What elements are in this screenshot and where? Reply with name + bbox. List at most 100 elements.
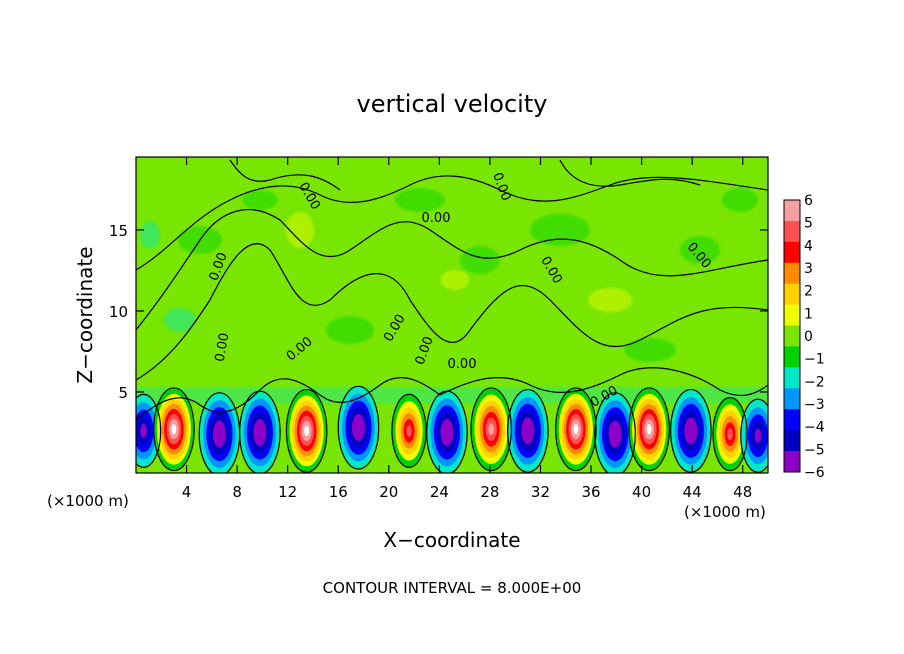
field-blotch [326,316,374,344]
updraft-cell [392,395,426,467]
contour-line [136,243,768,381]
colorbar-label: −1 [804,352,825,368]
cell-level [304,425,310,436]
contour-interval-footer: CONTOUR INTERVAL = 8.000E+00 [323,579,582,597]
x-tick-label: 44 [683,483,702,501]
y-tick-label: 10 [109,303,128,321]
colorbar-swatch [784,304,800,327]
colorbar-label: −4 [804,420,825,436]
x-tick-label: 12 [278,483,297,501]
colorbar-swatch [784,241,800,264]
colorbar-label: −2 [804,374,825,390]
cell-contour [153,387,195,472]
cell-contour [628,387,670,472]
colorbar-label: 2 [804,284,813,300]
colorbar-swatch [784,220,800,243]
contour-line [136,209,768,331]
cell-contour [239,390,281,473]
downdraft-cell [741,400,768,472]
cell-level [488,423,494,436]
colorbar-label: 5 [804,216,813,232]
cell-level [524,424,532,438]
colorbar-label: 4 [804,238,813,254]
colorbar-swatch [784,200,800,222]
plot-area: 0.000.000.000.000.00 0.000.00 0.000.000.00… [135,156,769,474]
colorbar-label: 1 [804,306,813,322]
cell-contour [285,388,328,473]
cell-level [687,424,695,438]
cell-level [216,427,223,441]
downdraft-cell [508,390,548,472]
colorbar-swatch [784,283,800,306]
downdraft-cell [136,395,160,467]
contour-line [439,367,768,397]
cell-level [754,428,762,443]
x-unit-right: (×1000 m) [684,503,766,521]
downdraft-cell [671,390,711,472]
downdraft-cell [427,391,467,473]
field-blotch [588,288,632,312]
field-blotch [722,188,758,212]
cell-contour [507,388,549,473]
downdraft-cell [240,391,280,473]
field-blotch [680,236,720,264]
cell-level [727,428,733,441]
contour-line [136,175,768,271]
x-tick-label: 16 [329,483,348,501]
x-tick-label: 8 [232,483,242,501]
cell-contour [470,387,512,472]
x-axis-label: X−coordinate [383,528,520,552]
x-tick-label: 32 [531,483,550,501]
updraft-cell [154,388,194,470]
field-blotch [395,188,445,212]
colorbar-label: −6 [804,465,825,481]
cell-contour [426,390,468,473]
x-tick-label: 28 [480,483,499,501]
x-tick-label: 40 [632,483,651,501]
x-tick-label: 36 [581,483,600,501]
y-axis-label: Z−coordinate [73,246,97,383]
y-axis: 5 10 15 [109,222,768,402]
cell-contour [740,398,768,473]
field-blotch [286,212,314,248]
cell-level [256,425,264,440]
colorbar-swatch [784,367,800,389]
cell-contour [555,387,597,472]
cell-level [140,423,147,438]
downdraft-cell [595,393,635,473]
y-tick-label: 5 [118,384,128,402]
contour-label: 0.00 [213,332,233,363]
cell-level [355,420,362,435]
colorbar-swatch [784,325,800,347]
downdraft-cell [199,393,240,473]
updraft-cell [629,388,669,470]
x-axis: 4 8 12 16 20 24 28 32 36 40 44 48 [182,157,752,501]
contour-line [136,376,441,421]
cell-level [646,424,652,435]
updraft-cell [556,388,596,470]
x-tick-label: 20 [379,483,398,501]
field-blotch [530,214,590,246]
cell-contour [670,388,712,473]
colorbar-label: 6 [804,193,813,209]
field-blotch [140,221,160,249]
colorbar-swatch [784,346,800,368]
colorbar-swatch [784,430,800,452]
colorbar-swatch [784,451,800,473]
x-unit-left: (×1000 m) [47,492,129,510]
cell-level [171,424,177,435]
colorbar-label: 0 [804,329,813,345]
x-tick-label: 48 [733,483,752,501]
y-tick-label: 15 [109,222,128,240]
colorbar-swatch [784,409,800,431]
cell-contour [391,393,427,468]
updraft-cell [713,398,747,470]
cell-level [611,427,619,441]
updraft-cell [287,390,327,472]
contour-label: 0.00 [448,357,477,372]
cell-level [443,425,451,440]
cell-contour [712,397,748,472]
chart-title: vertical velocity [357,90,548,118]
colorbar-label: −3 [804,397,825,413]
cell-level [573,424,579,435]
